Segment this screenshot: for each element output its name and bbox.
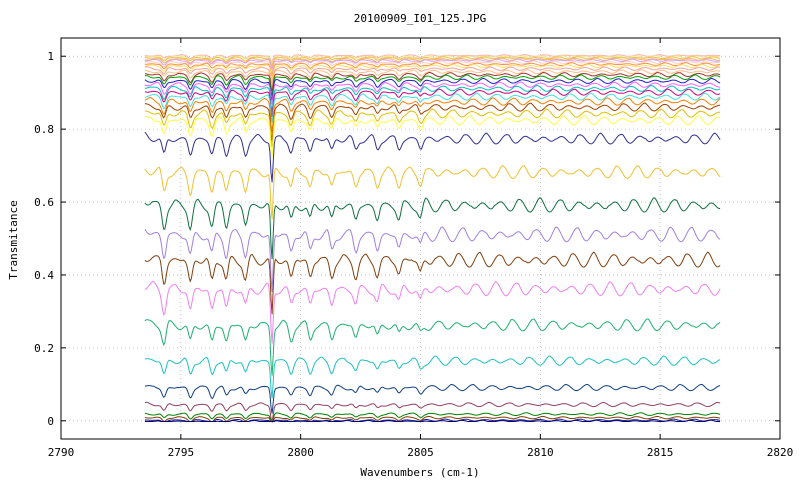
series-line [144,280,721,344]
series-line [144,418,721,423]
series-line [144,226,721,292]
series-line [144,88,721,118]
series-line [144,108,721,148]
series-line [144,55,721,66]
series-line [144,131,721,183]
series-line [144,383,721,414]
x-tick-label: 2800 [287,446,314,459]
series-line [144,355,721,399]
x-tick-label: 2810 [527,446,554,459]
series-line [144,197,721,260]
y-tick-label: 0 [47,415,54,428]
series-line [144,54,721,64]
series-line [144,56,721,67]
y-tick-label: 1 [47,50,54,63]
series-line [144,77,721,101]
series-line [144,58,721,72]
series-line [144,57,721,69]
series-line [144,419,721,422]
x-axis-label: Wavenumbers (cm-1) [360,466,479,479]
series-line [144,63,721,81]
series-line [144,96,721,133]
series-line [144,415,721,422]
series-line [144,318,721,376]
series-line [144,102,721,141]
series-line [144,69,721,88]
series-line [144,92,721,123]
y-tick-label: 0.8 [34,123,54,136]
x-tick-label: 2790 [48,446,75,459]
x-tick-label: 2805 [407,446,434,459]
y-tick-label: 0.2 [34,342,54,355]
y-axis: 0 0.2 0.4 0.6 0.8 1 [34,50,780,428]
series-line [144,71,721,92]
series-line [144,165,721,220]
x-axis: 2790 2795 2800 2805 2810 2815 2820 [48,38,794,459]
series-group [144,54,721,424]
series-line [144,81,721,105]
y-tick-label: 0.6 [34,196,54,209]
series-line [144,60,721,75]
series-line [144,66,721,84]
series-line [144,62,721,78]
chart-title: 20100909_I01_125.JPG [354,12,486,25]
x-tick-label: 2815 [647,446,674,459]
series-line [144,115,721,159]
series-line [144,74,721,96]
x-tick-label: 2795 [168,446,195,459]
series-line [144,84,721,112]
series-line [144,251,721,315]
series-line [144,401,721,424]
series-line [144,412,721,422]
x-tick-label: 2820 [767,446,794,459]
y-axis-label: Transmitance [7,200,20,279]
y-tick-label: 0.4 [34,269,54,282]
grid [61,38,780,439]
